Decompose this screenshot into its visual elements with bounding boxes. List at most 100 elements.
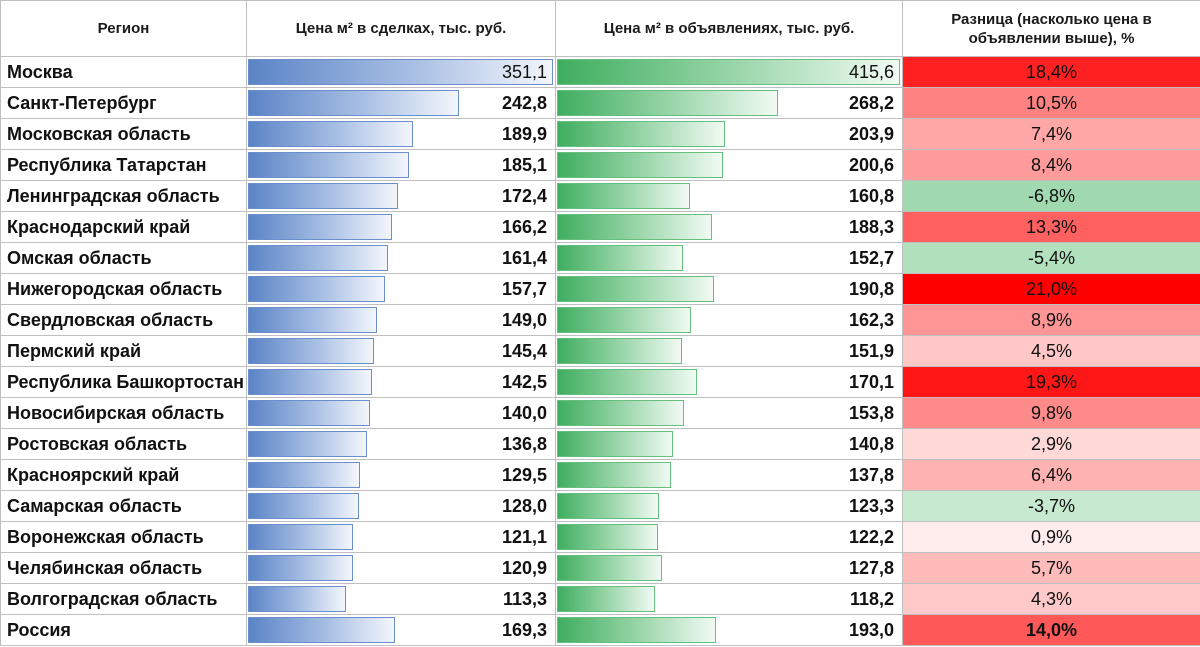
header-ad-price: Цена м² в объявлениях, тыс. руб.	[555, 0, 903, 57]
ad-price-cell: 122,2	[555, 521, 903, 553]
deal-price-value: 185,1	[501, 154, 547, 175]
deal-price-bar	[248, 617, 395, 643]
deal-price-cell: 189,9	[246, 118, 556, 150]
deal-price-value: 351,1	[501, 61, 547, 82]
ad-price-bar	[557, 369, 697, 395]
ad-price-cell: 127,8	[555, 552, 903, 584]
ad-price-value: 160,8	[848, 185, 894, 206]
deal-price-bar	[248, 431, 367, 457]
deal-price-value: 242,8	[501, 92, 547, 113]
region-cell: Краснодарский край	[0, 211, 247, 243]
deal-price-bar	[248, 90, 459, 116]
ad-price-cell: 140,8	[555, 428, 903, 460]
ad-price-bar	[557, 214, 712, 240]
deal-price-bar	[248, 400, 370, 426]
ad-price-value: 118,2	[849, 588, 894, 609]
region-cell: Республика Башкортостан	[0, 366, 247, 398]
deal-price-value: 136,8	[501, 433, 547, 454]
deal-price-bar	[248, 555, 353, 581]
table-body: Москва 351,1 415,6 18,4% Санкт-Петербург 242,…	[0, 56, 1200, 646]
ad-price-bar	[557, 400, 684, 426]
deal-price-cell: 142,5	[246, 366, 556, 398]
ad-price-value: 123,3	[848, 495, 894, 516]
diff-cell: 14,0%	[902, 614, 1200, 646]
deal-price-cell: 351,1	[246, 56, 556, 88]
table-row: Санкт-Петербург 242,8 268,2 10,5%	[0, 87, 1200, 119]
table-row: Челябинская область 120,9 127,8 5,7%	[0, 552, 1200, 584]
deal-price-value: 129,5	[501, 464, 547, 485]
deal-price-value: 157,7	[501, 278, 547, 299]
ad-price-bar	[557, 90, 778, 116]
region-cell: Москва	[0, 56, 247, 88]
table-row: Самарская область 128,0 123,3 -3,7%	[0, 490, 1200, 522]
region-cell: Челябинская область	[0, 552, 247, 584]
diff-cell: 10,5%	[902, 87, 1200, 119]
diff-cell: 13,3%	[902, 211, 1200, 243]
ad-price-bar	[557, 431, 673, 457]
deal-price-value: 169,3	[501, 619, 547, 640]
region-cell: Воронежская область	[0, 521, 247, 553]
header-region: Регион	[0, 0, 247, 57]
ad-price-cell: 415,6	[555, 56, 903, 88]
deal-price-value: 166,2	[501, 216, 547, 237]
diff-cell: 8,9%	[902, 304, 1200, 336]
table-row: Краснодарский край 166,2 188,3 13,3%	[0, 211, 1200, 243]
ad-price-value: 152,7	[848, 247, 894, 268]
region-cell: Санкт-Петербург	[0, 87, 247, 119]
ad-price-cell: 151,9	[555, 335, 903, 367]
table-row: Москва 351,1 415,6 18,4%	[0, 56, 1200, 88]
region-cell: Волгоградская область	[0, 583, 247, 615]
deal-price-value: 145,4	[501, 340, 547, 361]
ad-price-value: 200,6	[848, 154, 894, 175]
ad-price-value: 122,2	[848, 526, 894, 547]
table-row: Республика Башкортостан 142,5 170,1 19,3%	[0, 366, 1200, 398]
diff-cell: -5,4%	[902, 242, 1200, 274]
ad-price-cell: 118,2	[555, 583, 903, 615]
deal-price-bar	[248, 214, 392, 240]
diff-cell: 4,3%	[902, 583, 1200, 615]
diff-cell: 2,9%	[902, 428, 1200, 460]
ad-price-value: 137,8	[848, 464, 894, 485]
region-cell: Свердловская область	[0, 304, 247, 336]
diff-cell: 5,7%	[902, 552, 1200, 584]
diff-cell: 21,0%	[902, 273, 1200, 305]
ad-price-bar	[557, 493, 659, 519]
deal-price-value: 161,4	[501, 247, 547, 268]
ad-price-bar	[557, 245, 683, 271]
region-cell: Нижегородская область	[0, 273, 247, 305]
region-cell: Республика Татарстан	[0, 149, 247, 181]
deal-price-cell: 149,0	[246, 304, 556, 336]
ad-price-cell: 153,8	[555, 397, 903, 429]
ad-price-bar	[557, 555, 662, 581]
ad-price-cell: 123,3	[555, 490, 903, 522]
deal-price-cell: 161,4	[246, 242, 556, 274]
diff-cell: 18,4%	[902, 56, 1200, 88]
deal-price-value: 189,9	[501, 123, 547, 144]
region-cell: Россия	[0, 614, 247, 646]
table-row: Красноярский край 129,5 137,8 6,4%	[0, 459, 1200, 491]
deal-price-cell: 129,5	[246, 459, 556, 491]
ad-price-value: 193,0	[848, 619, 894, 640]
ad-price-value: 153,8	[848, 402, 894, 423]
header-diff: Разница (насколько цена в объявлении выш…	[902, 0, 1200, 57]
ad-price-bar	[557, 617, 716, 643]
ad-price-bar	[557, 586, 655, 612]
deal-price-cell: 172,4	[246, 180, 556, 212]
deal-price-value: 113,3	[502, 588, 547, 609]
deal-price-cell: 166,2	[246, 211, 556, 243]
table-row: Ленинградская область 172,4 160,8 -6,8%	[0, 180, 1200, 212]
ad-price-cell: 162,3	[555, 304, 903, 336]
diff-cell: 19,3%	[902, 366, 1200, 398]
region-cell: Ростовская область	[0, 428, 247, 460]
deal-price-bar	[248, 245, 388, 271]
deal-price-cell: 121,1	[246, 521, 556, 553]
diff-cell: 7,4%	[902, 118, 1200, 150]
deal-price-bar	[248, 369, 372, 395]
deal-price-bar	[248, 183, 398, 209]
ad-price-value: 127,8	[848, 557, 894, 578]
region-cell: Новосибирская область	[0, 397, 247, 429]
table-row: Новосибирская область 140,0 153,8 9,8%	[0, 397, 1200, 429]
deal-price-bar	[248, 524, 353, 550]
ad-price-bar	[557, 276, 714, 302]
ad-price-bar	[557, 183, 690, 209]
